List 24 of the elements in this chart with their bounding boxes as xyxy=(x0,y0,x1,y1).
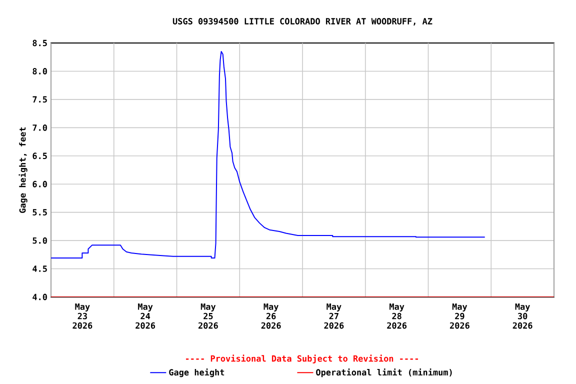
x-tick-label: May 27 2026 xyxy=(324,304,344,329)
y-axis-title: Gage height, feet xyxy=(18,127,28,213)
y-tick-label: 6.0 xyxy=(32,180,47,188)
chart-title: USGS 09394500 LITTLE COLORADO RIVER AT WOODRUFF, AZ xyxy=(172,18,432,26)
y-tick-label: 5.5 xyxy=(32,209,47,216)
y-tick-label: 5.0 xyxy=(32,237,47,244)
y-tick-label: 8.5 xyxy=(32,40,47,46)
x-tick-label: May 30 2026 xyxy=(512,304,532,329)
x-tick-label: May 23 2026 xyxy=(72,304,92,329)
y-tick-label: 8.0 xyxy=(32,68,47,74)
x-tick-label: May 26 2026 xyxy=(261,304,281,329)
y-tick-label: 4.0 xyxy=(32,294,47,300)
text: ---- Provisional Data Subject to Revision ---- xyxy=(186,354,418,364)
y-tick-label: 7.5 xyxy=(32,96,47,103)
y-tick-label: 6.5 xyxy=(32,152,47,160)
line-series xyxy=(51,50,486,259)
x-tick-label: May 25 2026 xyxy=(198,304,218,329)
x-tick-label: May 28 2026 xyxy=(387,304,407,329)
y-tick-label: 7.0 xyxy=(32,124,47,131)
y-tick-label: 4.5 xyxy=(32,266,47,272)
legend-label: Operational limit (minimum) xyxy=(316,368,452,378)
legend-label: Gage height xyxy=(169,368,224,378)
x-tick-label: May 24 2026 xyxy=(136,304,156,329)
x-tick-label: May 29 2026 xyxy=(450,304,470,329)
